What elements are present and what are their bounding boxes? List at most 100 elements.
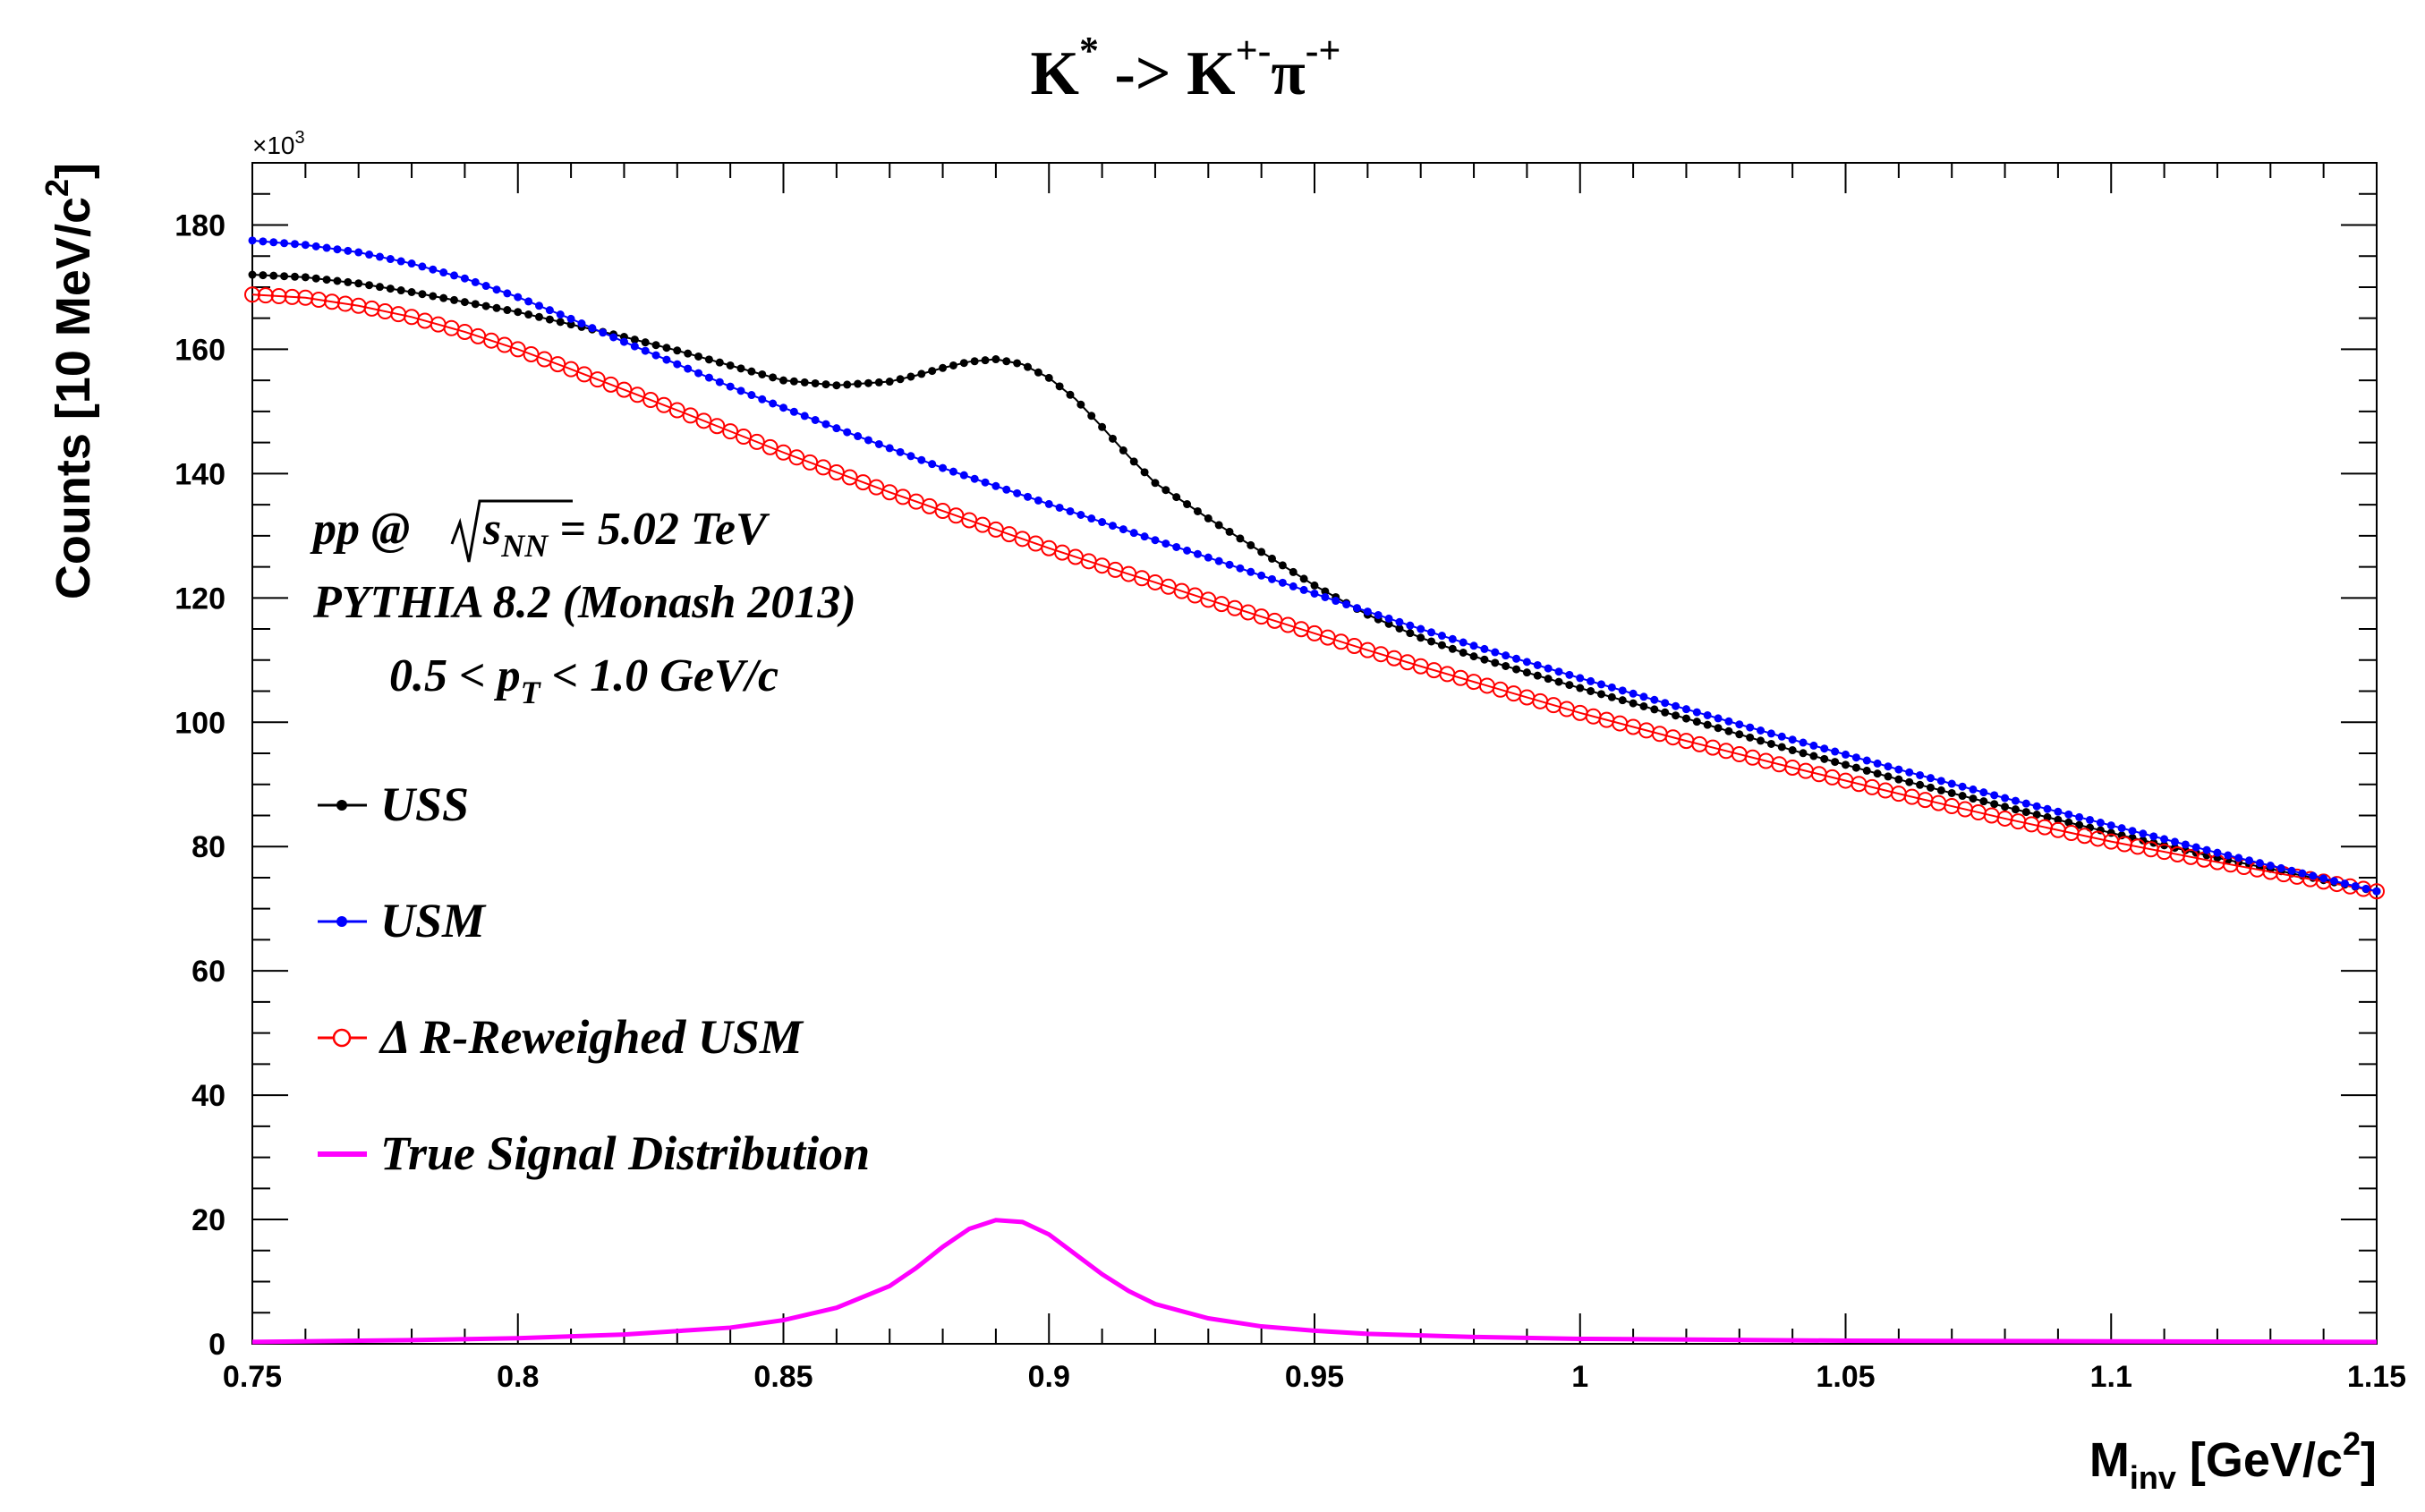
data-point (1565, 681, 1574, 690)
data-point (758, 370, 767, 378)
data-point (1661, 699, 1670, 708)
data-point (1087, 412, 1096, 420)
data-point (1151, 479, 1160, 488)
data-point (1777, 732, 1786, 741)
data-point (917, 370, 926, 378)
data-point (1459, 638, 1468, 647)
data-point (2149, 832, 2158, 841)
data-point (1947, 788, 1956, 797)
data-point (1437, 632, 1446, 641)
data-point (1013, 359, 1022, 368)
data-point (2181, 840, 2190, 849)
data-point (2011, 796, 2020, 805)
data-point (514, 308, 523, 317)
y-tick-label: 60 (191, 955, 225, 989)
data-point (2202, 845, 2211, 854)
data-point (1183, 500, 1192, 509)
data-point (1639, 692, 1648, 701)
data-point (439, 293, 448, 302)
data-point (1236, 564, 1245, 573)
data-point (885, 444, 894, 453)
data-point (534, 312, 543, 321)
data-point (991, 355, 1000, 364)
data-point (1851, 763, 1860, 772)
data-point (418, 262, 427, 271)
data-point (1437, 641, 1446, 650)
data-point (758, 395, 767, 403)
data-point (1842, 760, 1850, 769)
data-point (2309, 871, 2318, 880)
data-point (534, 302, 543, 310)
annotation-generator: PYTHIA 8.2 (Monash 2013) (312, 577, 856, 628)
data-point (694, 369, 703, 378)
data-point (1757, 736, 1766, 745)
data-point (1044, 499, 1053, 508)
data-point (1703, 720, 1712, 729)
data-point (1129, 457, 1138, 466)
data-point (1448, 634, 1457, 643)
data-point (354, 248, 363, 257)
data-point (1714, 724, 1723, 733)
series-true-signal-distribution (251, 1218, 2378, 1345)
data-point (1936, 786, 1945, 794)
data-point (248, 236, 257, 245)
data-point (1544, 664, 1553, 673)
data-point (1480, 644, 1489, 653)
data-point (1034, 368, 1042, 377)
data-point (1692, 718, 1701, 726)
y-tick-label: 20 (191, 1203, 225, 1237)
data-point (1024, 492, 1033, 501)
data-point (1629, 689, 1638, 698)
data-point (301, 273, 310, 282)
data-point (1757, 726, 1766, 735)
data-point (630, 336, 639, 344)
data-point (2287, 866, 2296, 875)
series-line (251, 1218, 2378, 1345)
data-point (1321, 587, 1330, 596)
data-point (1990, 791, 1999, 800)
data-point (1384, 614, 1393, 623)
data-point (906, 372, 915, 381)
annotation-energy: sNN = 5.02 TeV (482, 504, 770, 564)
chart-title: K* -> K+-π-+ (1031, 29, 1341, 108)
data-point (396, 257, 405, 266)
data-point (588, 324, 597, 333)
data-point (577, 319, 586, 328)
series-usm (248, 236, 2381, 896)
data-point (259, 271, 268, 280)
data-point (1172, 493, 1181, 502)
data-point (715, 358, 724, 367)
data-point (2021, 799, 2030, 808)
data-point (1714, 714, 1723, 723)
data-point (450, 295, 459, 304)
data-point (762, 438, 779, 455)
data-point (789, 407, 798, 416)
data-point (1629, 699, 1638, 708)
data-point (1395, 617, 1404, 626)
data-point (1321, 592, 1330, 601)
data-point (1884, 762, 1893, 771)
data-point (874, 439, 883, 448)
data-point (1735, 730, 1744, 739)
data-point (1310, 589, 1319, 598)
data-point (450, 271, 459, 280)
data-point (1809, 741, 1818, 750)
data-point (269, 271, 278, 280)
data-point (2117, 824, 2126, 833)
data-point (257, 287, 274, 304)
x-tick-label: 0.75 (223, 1360, 282, 1394)
data-point (1278, 561, 1287, 570)
data-point (566, 320, 575, 329)
data-point (386, 285, 395, 293)
data-point (1214, 556, 1223, 565)
data-point (811, 415, 820, 424)
data-point (843, 428, 852, 437)
data-point (1788, 735, 1797, 744)
data-point (290, 272, 299, 281)
data-point (1661, 708, 1670, 717)
data-point (1831, 747, 1840, 756)
data-point (311, 274, 320, 283)
x-tick-label: 0.9 (1028, 1360, 1070, 1394)
data-point (928, 460, 937, 469)
